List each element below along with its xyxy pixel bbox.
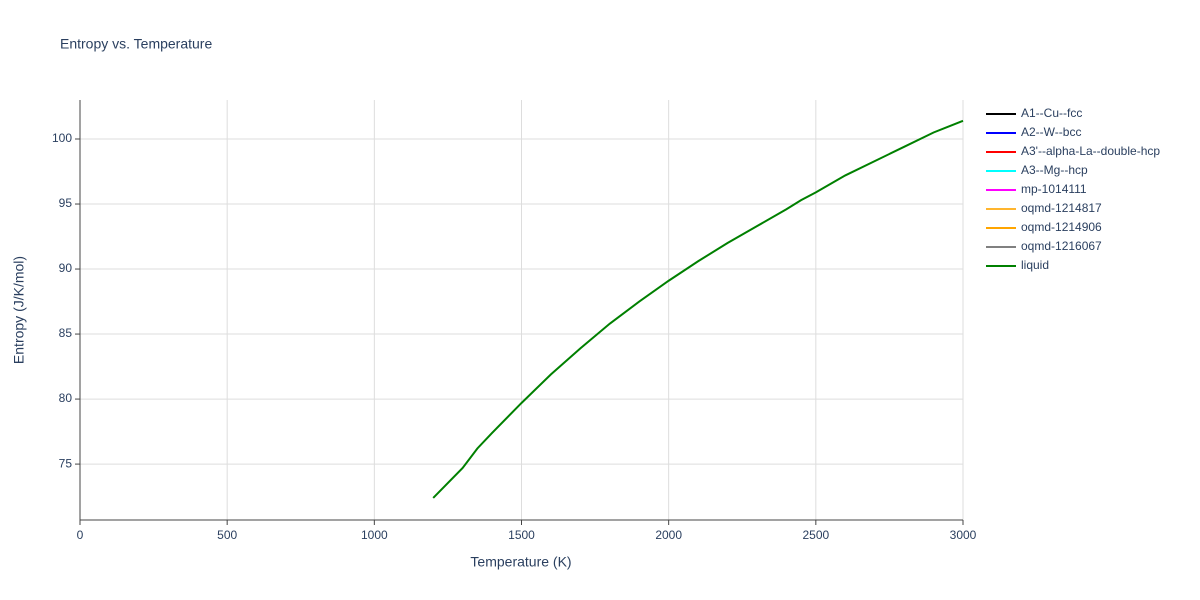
x-tick-label: 3000 (950, 528, 977, 542)
legend-label: A2--W--bcc (1021, 125, 1081, 139)
x-tick-label: 1000 (361, 528, 388, 542)
series-line (432, 119, 964, 499)
chart-title: Entropy vs. Temperature (60, 36, 212, 52)
y-tick-label: 90 (59, 261, 73, 275)
x-axis-title: Temperature (K) (470, 554, 571, 570)
legend-label: mp-1014111 (1021, 182, 1087, 196)
x-tick-label: 2500 (802, 528, 829, 542)
y-tick-label: 100 (52, 131, 72, 145)
legend-label: A3--Mg--hcp (1021, 163, 1088, 177)
x-tick-label: 1500 (508, 528, 535, 542)
legend-label: liquid (1021, 258, 1049, 272)
x-tick-label: 500 (217, 528, 237, 542)
legend-label: A3'--alpha-La--double-hcp (1021, 144, 1160, 158)
y-tick-label: 80 (59, 391, 73, 405)
legend-label: oqmd-1214817 (1021, 201, 1102, 215)
legend-label: oqmd-1214906 (1021, 220, 1102, 234)
y-tick-label: 95 (59, 196, 73, 210)
legend-label: oqmd-1216067 (1021, 239, 1102, 253)
x-tick-label: 0 (77, 528, 84, 542)
x-tick-label: 2000 (655, 528, 682, 542)
legend-label: A1--Cu--fcc (1021, 106, 1082, 120)
y-tick-label: 85 (59, 326, 73, 340)
y-axis-title: Entropy (J/K/mol) (11, 256, 27, 364)
y-tick-label: 75 (59, 456, 73, 470)
